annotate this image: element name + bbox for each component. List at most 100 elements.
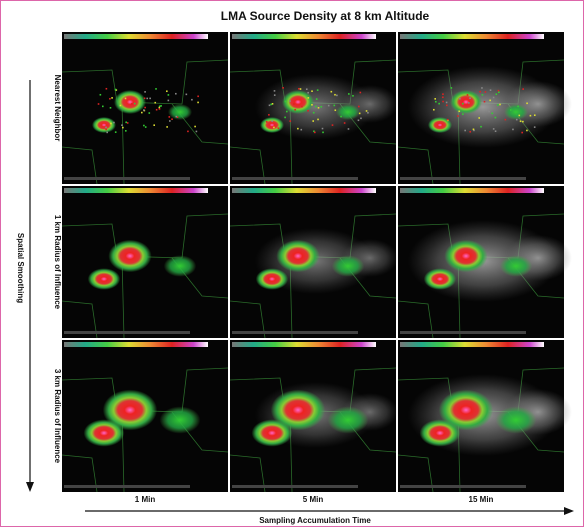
- source-dot: [159, 105, 161, 107]
- source-dot: [154, 102, 156, 104]
- source-dot: [110, 123, 112, 125]
- source-dot: [306, 88, 308, 90]
- source-dot: [495, 130, 497, 132]
- source-dot: [289, 120, 291, 122]
- source-dot: [442, 101, 444, 103]
- color-bar: [400, 342, 544, 347]
- source-dot: [317, 89, 319, 91]
- source-dot: [98, 103, 100, 105]
- source-dot: [348, 128, 350, 130]
- color-bar: [64, 188, 208, 193]
- source-dot: [143, 125, 145, 127]
- source-dot: [359, 113, 361, 115]
- source-dot: [489, 100, 491, 102]
- source-dot: [282, 87, 284, 89]
- source-dot: [134, 103, 136, 105]
- source-dot: [268, 114, 270, 116]
- source-dot: [331, 91, 333, 93]
- source-dot: [485, 91, 487, 93]
- source-dot: [316, 98, 318, 100]
- source-dot: [168, 116, 170, 118]
- source-dot: [340, 116, 342, 118]
- panel: [62, 340, 228, 492]
- source-dot: [434, 98, 436, 100]
- source-dot: [308, 97, 310, 99]
- source-dot: [105, 129, 107, 131]
- source-dot: [155, 88, 157, 90]
- source-dot: [146, 98, 148, 100]
- storm-cell: [108, 240, 151, 272]
- source-dot: [462, 113, 464, 115]
- source-dot: [516, 119, 518, 121]
- source-dot: [270, 104, 272, 106]
- panel-footer: [400, 177, 526, 180]
- source-dot: [125, 130, 127, 132]
- source-dot: [121, 124, 123, 126]
- source-dot: [498, 91, 500, 93]
- source-dot: [153, 124, 155, 126]
- source-dot: [175, 116, 177, 118]
- storm-cell: [444, 240, 487, 272]
- storm-cell: [88, 268, 120, 290]
- source-dot: [274, 94, 276, 96]
- figure-title: LMA Source Density at 8 km Altitude: [221, 9, 430, 23]
- source-dot: [435, 101, 437, 103]
- source-dot: [332, 124, 334, 126]
- source-dot: [127, 122, 129, 124]
- source-dot: [285, 101, 287, 103]
- source-dot: [125, 121, 127, 123]
- source-dot: [197, 102, 199, 104]
- source-dot: [115, 89, 117, 91]
- storm-cell: [260, 117, 284, 133]
- source-dot: [534, 126, 536, 128]
- source-dot: [469, 97, 471, 99]
- source-dot: [300, 129, 302, 131]
- source-dot: [194, 126, 196, 128]
- source-dot: [100, 94, 102, 96]
- source-dot: [106, 88, 108, 90]
- source-dot: [293, 103, 295, 105]
- source-dot: [498, 90, 500, 92]
- source-dot: [307, 92, 309, 94]
- source-dot: [166, 126, 168, 128]
- source-dot: [519, 115, 521, 117]
- source-dot: [333, 105, 335, 107]
- source-dot: [348, 93, 350, 95]
- source-dot: [149, 98, 151, 100]
- source-dot: [510, 109, 512, 111]
- source-dot: [446, 102, 448, 104]
- source-dot: [144, 91, 146, 93]
- source-dot: [522, 88, 524, 90]
- source-dot: [521, 132, 523, 134]
- source-dot: [469, 131, 471, 133]
- source-dot: [499, 104, 501, 106]
- panel: [230, 340, 398, 492]
- source-dot: [122, 127, 124, 129]
- storm-cell: [420, 419, 461, 446]
- row-axis-label: Spatial Smoothing: [16, 233, 25, 303]
- source-dot: [530, 115, 532, 117]
- column-label: 5 Min: [303, 495, 324, 504]
- source-dot: [301, 106, 303, 108]
- storm-cell: [504, 104, 528, 120]
- source-dot: [352, 95, 354, 97]
- source-dot: [273, 127, 275, 129]
- source-dot: [360, 92, 362, 94]
- source-dot: [115, 131, 117, 133]
- color-bar: [64, 342, 208, 347]
- source-dot: [484, 101, 486, 103]
- source-dot: [493, 128, 495, 130]
- source-dot: [336, 95, 338, 97]
- source-dot: [297, 128, 299, 130]
- panel-footer: [64, 331, 190, 334]
- source-dot: [113, 122, 115, 124]
- panel-footer: [64, 485, 190, 488]
- source-dot: [187, 131, 189, 133]
- source-dot: [102, 106, 104, 108]
- source-dot: [171, 118, 173, 120]
- figure: LMA Source Density at 8 km Altitude Near…: [0, 0, 584, 527]
- source-dot: [110, 107, 112, 109]
- source-dot: [495, 117, 497, 119]
- source-dot: [517, 106, 519, 108]
